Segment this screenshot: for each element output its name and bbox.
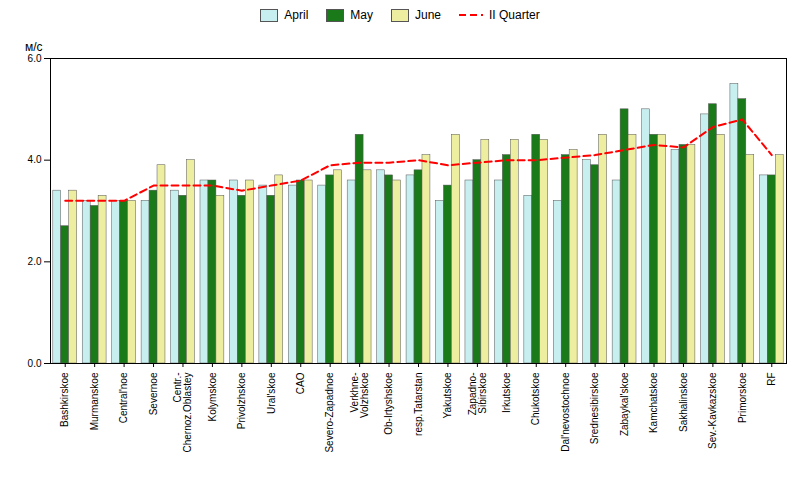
html-text:II Quarter: II Quarter bbox=[489, 8, 540, 22]
svg-text:2.0: 2.0 bbox=[28, 256, 42, 267]
svg-text:Central'noe: Central'noe bbox=[118, 372, 129, 423]
svg-text:Primorskoe: Primorskoe bbox=[737, 372, 748, 423]
html-text:April: April bbox=[284, 8, 309, 22]
svg-text:Irkutskoe: Irkutskoe bbox=[501, 372, 512, 413]
svg-text:Murmanskoe: Murmanskoe bbox=[89, 372, 100, 430]
svg-text:Sakhalinskoe: Sakhalinskoe bbox=[678, 372, 689, 432]
svg-text:Centr.-Chernoz.Oblastey: Centr.-Chernoz.Oblastey bbox=[172, 373, 193, 453]
svg-text:RF: RF bbox=[766, 373, 777, 386]
svg-text:Zapadno-Sibirskoe: Zapadno-Sibirskoe bbox=[467, 372, 488, 415]
svg-text:Severnoe: Severnoe bbox=[148, 372, 159, 415]
svg-text:Dal'nevostochnoe: Dal'nevostochnoe bbox=[560, 372, 571, 452]
svg-text:Privolzhskoe: Privolzhskoe bbox=[236, 372, 247, 429]
svg-text:Chukotskoe: Chukotskoe bbox=[530, 372, 541, 425]
svg-text:6.0: 6.0 bbox=[28, 53, 42, 64]
svg-text:Ural'skoe: Ural'skoe bbox=[266, 372, 277, 414]
svg-text:Kolymskoe: Kolymskoe bbox=[207, 372, 218, 421]
html-text:May: May bbox=[350, 8, 373, 22]
svg-text:Verkhne-Volzhskoe: Verkhne-Volzhskoe bbox=[349, 372, 370, 418]
svg-text:resp.Tatarstan: resp.Tatarstan bbox=[413, 373, 424, 436]
svg-text:4.0: 4.0 bbox=[28, 154, 42, 165]
svg-text:0.0: 0.0 bbox=[28, 358, 42, 369]
svg-text:CAO: CAO bbox=[295, 372, 306, 394]
svg-text:Sev.-Kavkazskoe: Sev.-Kavkazskoe bbox=[707, 372, 718, 449]
svg-text:Severo-Zapadnoe: Severo-Zapadnoe bbox=[324, 372, 335, 452]
svg-text:Kamchatskoe: Kamchatskoe bbox=[648, 372, 659, 433]
svg-text:Ob-Irtyshskoe: Ob-Irtyshskoe bbox=[383, 372, 394, 435]
svg-text:Yakutskoe: Yakutskoe bbox=[442, 372, 453, 418]
svg-text:Bashkirskoe: Bashkirskoe bbox=[59, 372, 70, 427]
svg-text:Zabaykal'skoe: Zabaykal'skoe bbox=[619, 372, 630, 436]
html-text:June: June bbox=[415, 8, 441, 22]
svg-text:Srednesibirskoe: Srednesibirskoe bbox=[589, 372, 600, 444]
svg-text:м/с: м/с bbox=[25, 40, 43, 54]
